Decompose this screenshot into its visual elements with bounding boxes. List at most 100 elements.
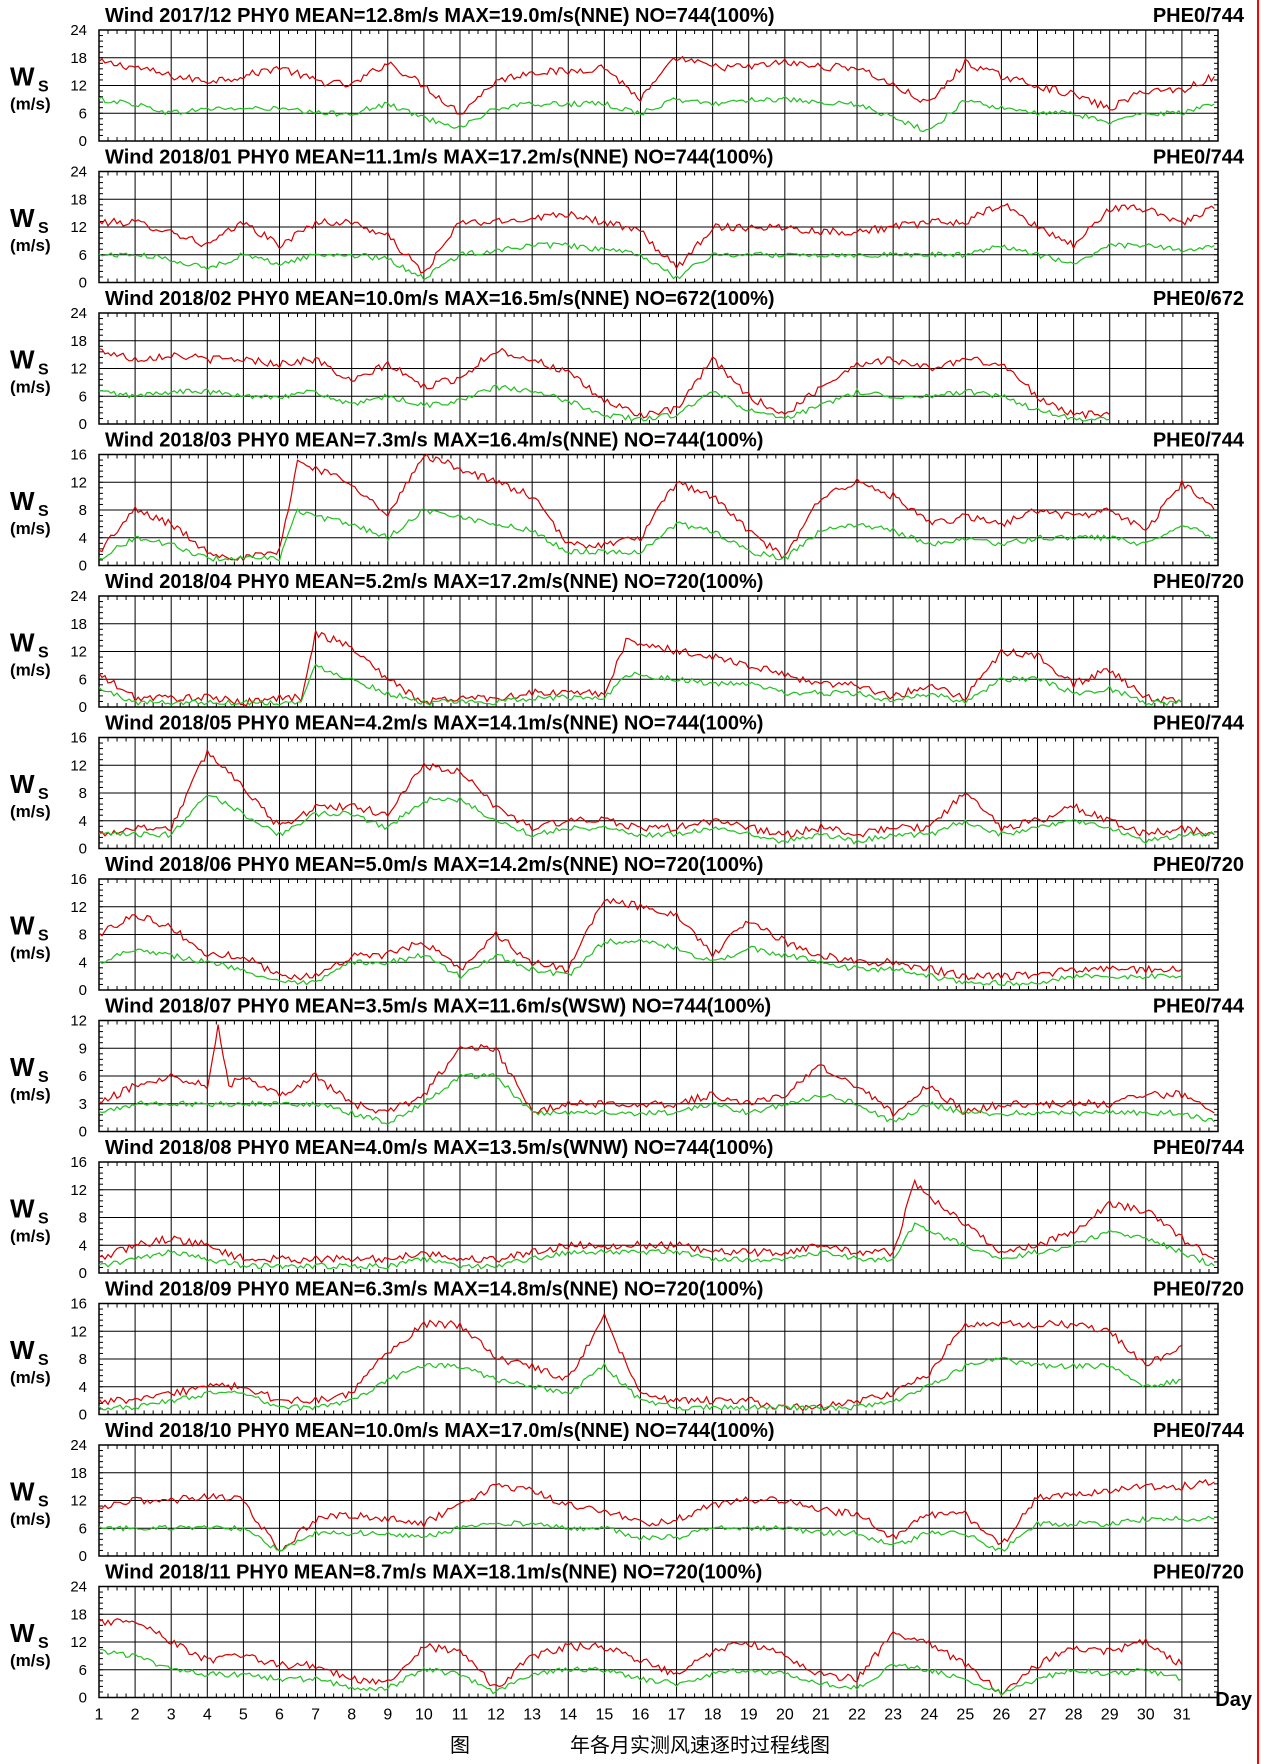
y-axis-label: W <box>10 486 35 516</box>
y-tick-label: 12 <box>70 1013 87 1030</box>
chart-panel-10: Wind 2018/09 PHY0 MEAN=6.3m/s MAX=14.8m/… <box>10 1279 1244 1424</box>
y-tick-label: 6 <box>79 671 87 688</box>
chart-panels: Wind 2017/12 PHY0 MEAN=12.8m/s MAX=19.0m… <box>10 5 1245 1707</box>
series-line-green <box>98 938 1182 987</box>
y-axis-label-subscript: S <box>38 503 49 520</box>
x-tick-label: 15 <box>595 1707 613 1724</box>
y-tick-label: 18 <box>70 191 87 208</box>
panel-frame <box>98 1444 1219 1557</box>
y-axis-label-subscript: S <box>38 1352 49 1369</box>
x-tick-label: 25 <box>956 1707 974 1724</box>
y-tick-label: 18 <box>70 50 87 67</box>
x-tick-label: 7 <box>311 1707 320 1724</box>
y-tick-label: 4 <box>79 530 87 547</box>
x-tick-label: 21 <box>812 1707 830 1724</box>
y-axis-label-subscript: S <box>38 928 49 945</box>
y-tick-label: 12 <box>70 1182 87 1199</box>
y-tick-label: 0 <box>79 1548 87 1565</box>
y-tick-label: 4 <box>79 813 87 830</box>
y-tick-label: 12 <box>70 644 87 661</box>
x-tick-label: 3 <box>167 1707 176 1724</box>
y-tick-label: 6 <box>79 388 87 405</box>
y-axis-label-subscript: S <box>38 1494 49 1511</box>
series-line-green <box>98 794 1215 845</box>
y-tick-label: 16 <box>70 871 87 888</box>
series-line-green <box>98 1515 1215 1552</box>
y-axis-label-subscript: S <box>38 362 49 379</box>
y-axis-unit: (m/s) <box>10 1651 51 1670</box>
y-tick-label: 4 <box>79 1237 87 1254</box>
panel-frame <box>98 1019 1219 1133</box>
y-tick-label: 12 <box>70 361 87 378</box>
y-tick-label: 16 <box>70 730 87 747</box>
y-axis-label: W <box>10 345 35 375</box>
panel-grid <box>99 595 1218 707</box>
y-axis-label: W <box>10 203 35 233</box>
panel-code: PHE0/720 <box>1153 854 1244 876</box>
panel-frame <box>98 312 1219 425</box>
y-axis-label: W <box>10 769 35 799</box>
y-axis-label: W <box>10 62 35 92</box>
chart-panel-12: Wind 2018/11 PHY0 MEAN=8.7m/s MAX=18.1m/… <box>10 1562 1244 1707</box>
y-axis-unit: (m/s) <box>10 1227 51 1246</box>
panel-code: PHE0/744 <box>1153 1137 1245 1159</box>
panel-grid <box>99 312 1218 424</box>
panel-title: Wind 2018/07 PHY0 MEAN=3.5m/s MAX=11.6m/… <box>105 996 771 1018</box>
y-axis-label: W <box>10 1335 35 1365</box>
y-tick-label: 0 <box>79 1265 87 1282</box>
y-tick-label: 18 <box>70 1465 87 1482</box>
y-tick-label: 6 <box>79 247 87 264</box>
y-axis-label-subscript: S <box>38 220 49 237</box>
y-tick-label: 0 <box>79 1690 87 1707</box>
panel-title: Wind 2018/11 PHY0 MEAN=8.7m/s MAX=18.1m/… <box>105 1562 762 1584</box>
chart-panel-7: Wind 2018/06 PHY0 MEAN=5.0m/s MAX=14.2m/… <box>10 854 1244 999</box>
y-tick-label: 18 <box>70 1606 87 1623</box>
y-tick-label: 0 <box>79 982 87 999</box>
series-line-green <box>98 663 1183 706</box>
y-tick-label: 0 <box>79 558 87 575</box>
x-tick-label: 27 <box>1029 1707 1047 1724</box>
chart-panel-8: Wind 2018/07 PHY0 MEAN=3.5m/s MAX=11.6m/… <box>10 996 1245 1141</box>
panel-frame <box>98 1585 1219 1699</box>
panel-frame <box>98 29 1219 142</box>
panel-title: Wind 2018/08 PHY0 MEAN=4.0m/s MAX=13.5m/… <box>105 1137 773 1159</box>
series-line-red <box>98 203 1215 274</box>
panel-frame <box>98 736 1219 850</box>
y-axis-unit: (m/s) <box>10 236 51 255</box>
panel-frame <box>98 1161 1219 1274</box>
series-line-red <box>98 1178 1215 1264</box>
series-line-red <box>98 1478 1215 1552</box>
y-tick-label: 8 <box>79 1210 87 1227</box>
y-tick-label: 3 <box>79 1096 87 1113</box>
y-axis-unit: (m/s) <box>10 95 51 114</box>
y-axis-label: W <box>10 1618 35 1648</box>
series-line-green <box>98 1222 1215 1270</box>
y-tick-label: 0 <box>79 699 87 716</box>
x-tick-label: 14 <box>559 1707 577 1724</box>
panel-code: PHE0/720 <box>1153 1562 1244 1584</box>
panel-title: Wind 2018/02 PHY0 MEAN=10.0m/s MAX=16.5m… <box>105 288 775 310</box>
y-tick-label: 24 <box>70 588 87 605</box>
panel-title: Wind 2018/04 PHY0 MEAN=5.2m/s MAX=17.2m/… <box>105 571 763 593</box>
x-tick-label: 29 <box>1101 1707 1119 1724</box>
y-tick-label: 16 <box>70 1154 87 1171</box>
y-tick-label: 6 <box>79 1520 87 1537</box>
y-axis-unit: (m/s) <box>10 661 51 680</box>
y-tick-label: 24 <box>70 1579 87 1596</box>
chart-panel-4: Wind 2018/03 PHY0 MEAN=7.3m/s MAX=16.4m/… <box>10 430 1245 575</box>
x-tick-label: 18 <box>704 1707 722 1724</box>
x-tick-label: 11 <box>452 1707 469 1724</box>
panel-grid <box>99 171 1218 283</box>
x-tick-label: 4 <box>203 1707 212 1724</box>
panel-code: PHE0/744 <box>1153 1420 1245 1442</box>
chart-panel-5: Wind 2018/04 PHY0 MEAN=5.2m/s MAX=17.2m/… <box>10 571 1244 716</box>
x-tick-label: 17 <box>668 1707 686 1724</box>
y-axis-label: W <box>10 911 35 941</box>
chart-panel-1: Wind 2017/12 PHY0 MEAN=12.8m/s MAX=19.0m… <box>10 5 1245 150</box>
y-tick-label: 0 <box>79 275 87 292</box>
panel-grid <box>99 737 1218 849</box>
series-line-green <box>98 1072 1215 1125</box>
series-line-red <box>98 347 1111 420</box>
y-tick-label: 12 <box>70 474 87 491</box>
